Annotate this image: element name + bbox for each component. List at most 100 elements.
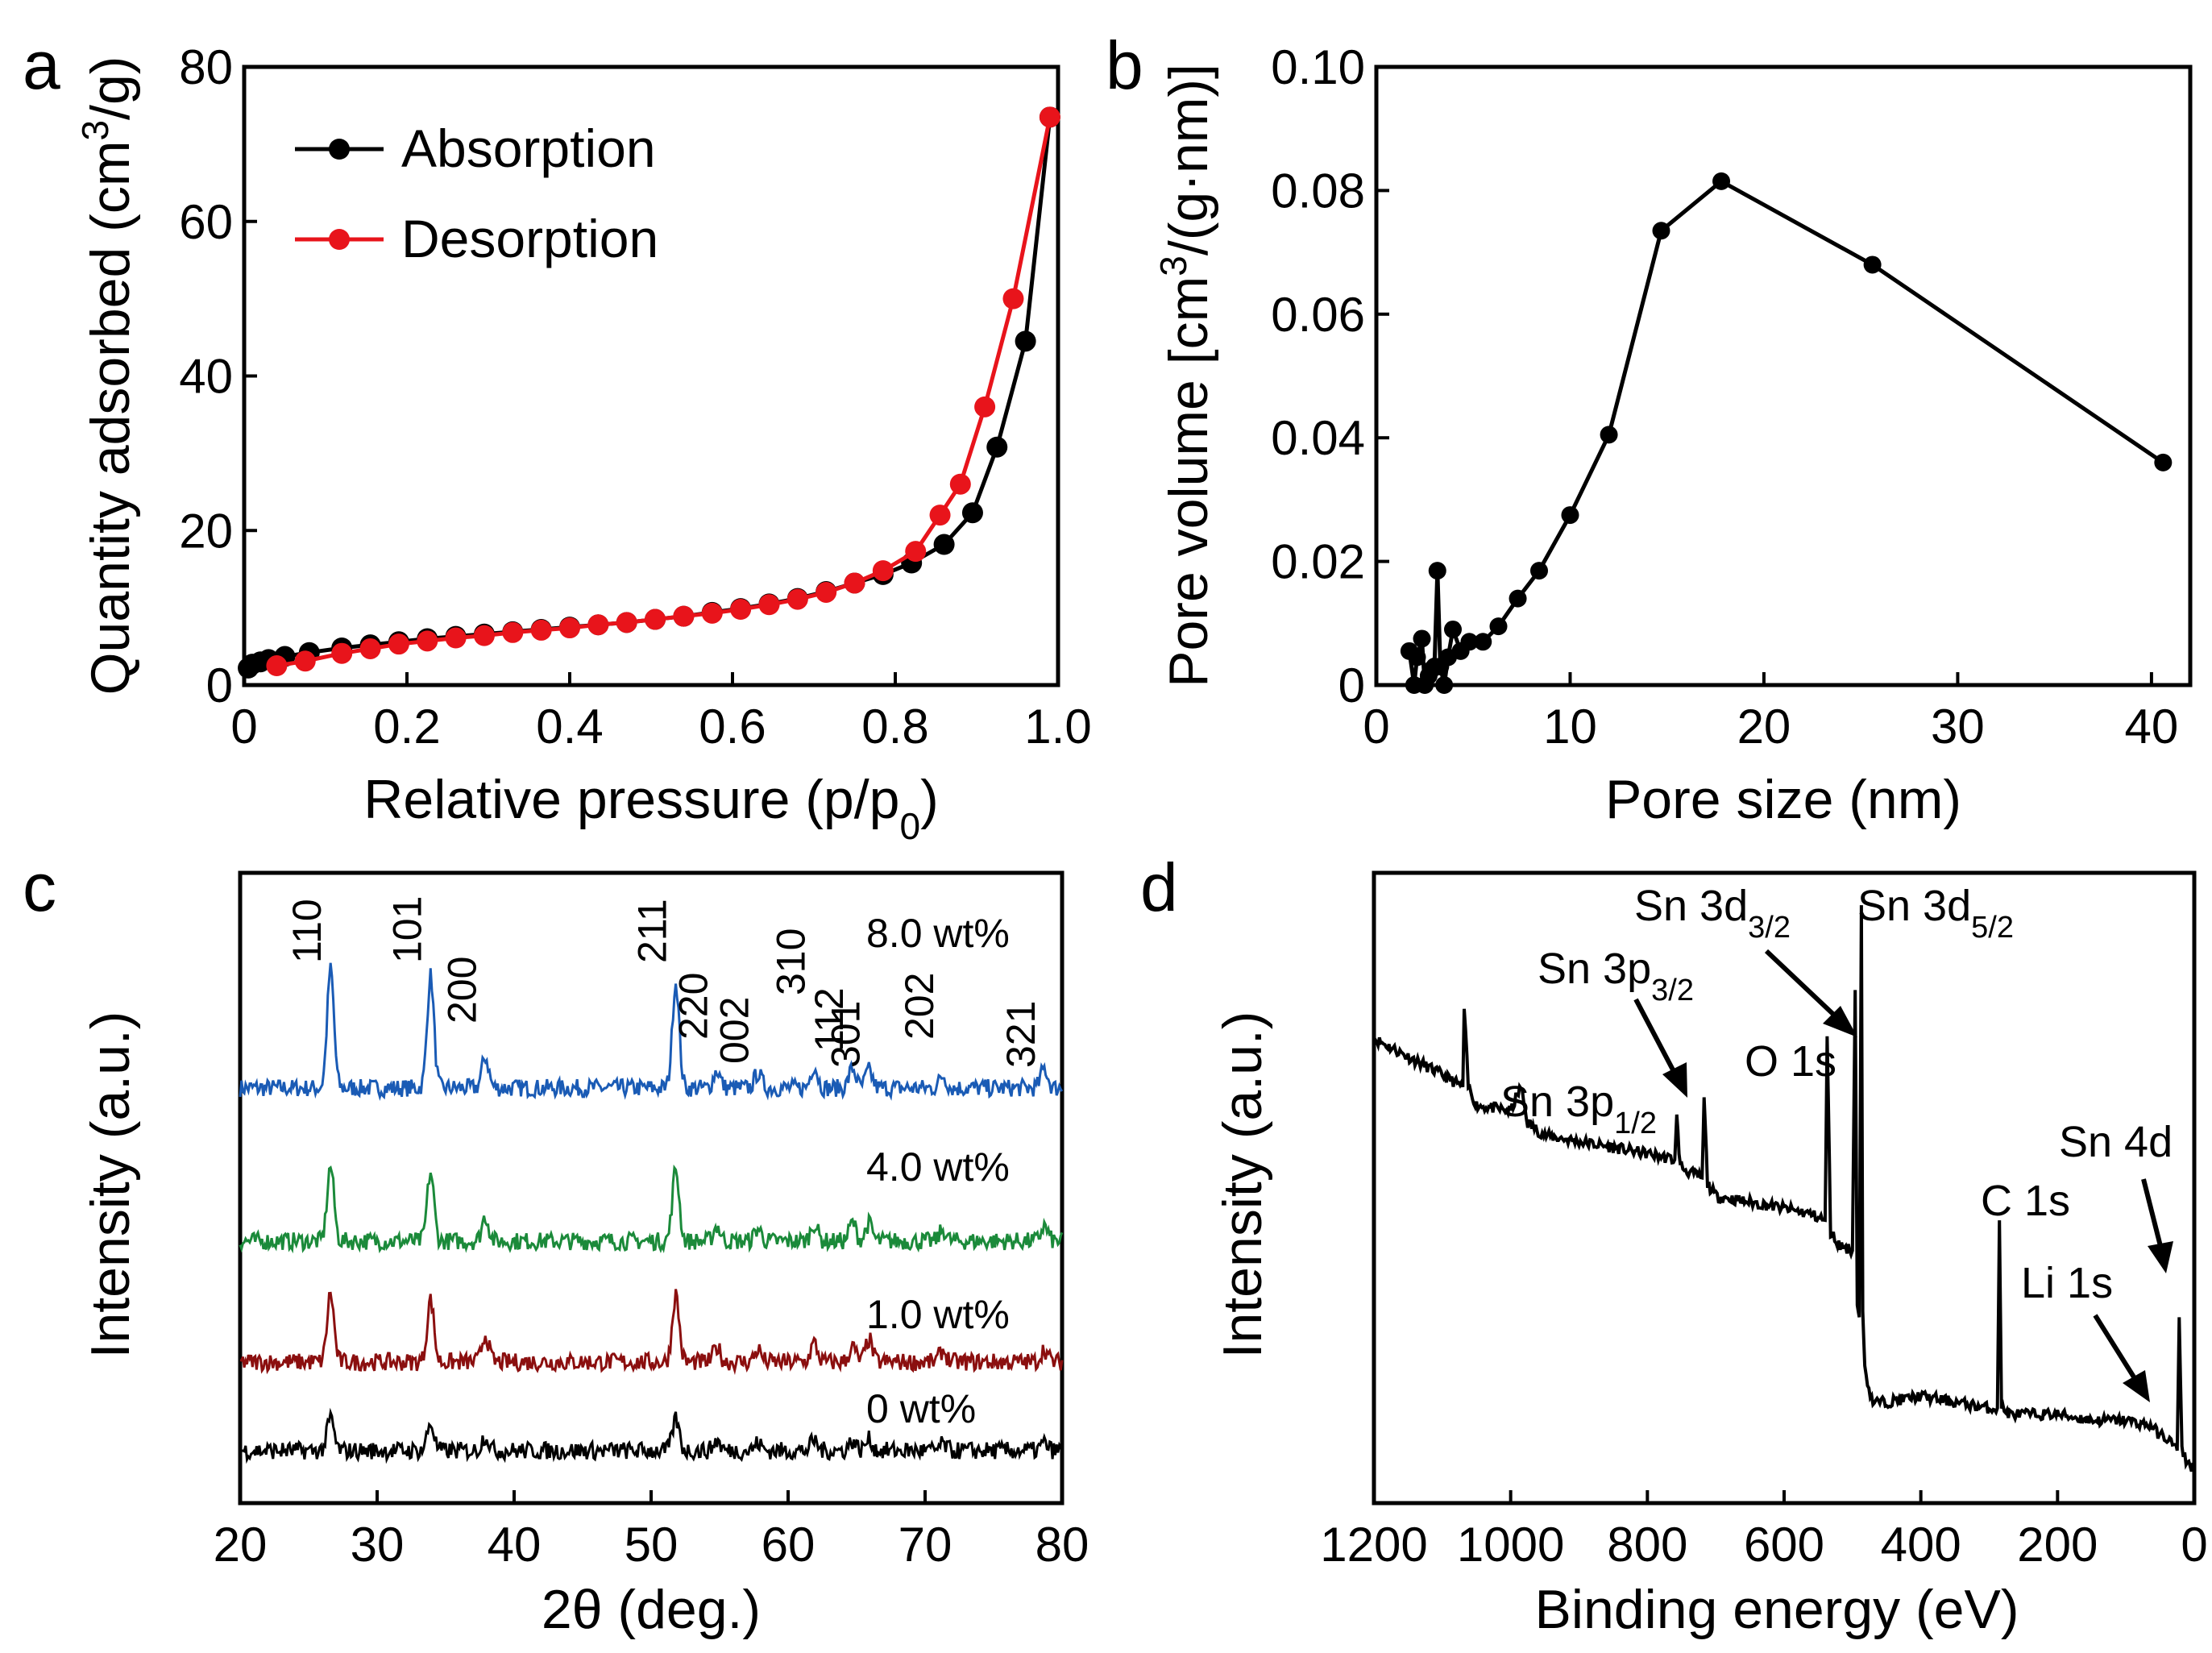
panel-c-x-tick-label: 80 xyxy=(1035,1518,1089,1572)
panel-b-ticks: 0 10 20 30 40 0 0.02 0.04 0.06 0.08 0.10 xyxy=(1271,40,2178,754)
peak-label: 110 xyxy=(284,899,330,963)
pore-volume-series-point xyxy=(1408,648,1426,667)
xrd-series-label: 8.0 wt% xyxy=(866,911,1010,956)
peak-label: 112 xyxy=(807,987,852,1052)
panel-a-x-tick-label: 0 xyxy=(230,700,257,754)
desorption-series-point xyxy=(388,633,409,655)
pore-volume-series-line xyxy=(1407,179,2164,687)
absorption-series-line xyxy=(247,117,1052,670)
panel-d-series xyxy=(1372,905,2196,1472)
panel-d-x-tick-label: 0 xyxy=(2181,1518,2207,1572)
peak-label: 211 xyxy=(630,899,675,963)
xrd-series-label: 1.0 wt% xyxy=(866,1292,1010,1337)
panel-b-y-axis-label: Pore volume [cm3/(g·nm)] xyxy=(1152,64,1219,687)
desorption-series-line xyxy=(276,116,1052,668)
arrow-sn3d32-line xyxy=(1764,949,1841,1022)
peak-label: 301 xyxy=(823,1001,868,1068)
panel-d-x-tick-label: 400 xyxy=(1881,1518,1961,1572)
panel-d-x-tick-label: 600 xyxy=(1744,1518,1824,1572)
panel-c-x-tick-label: 40 xyxy=(488,1518,542,1572)
desorption-series-point xyxy=(294,650,316,672)
panel-c-x-tick-label: 70 xyxy=(898,1518,952,1572)
panel-d-x-tick-label: 200 xyxy=(2017,1518,2098,1572)
absorption-series-point xyxy=(986,436,1008,458)
peak-label: 220 xyxy=(671,973,716,1040)
annotation-li1s: Li 1s xyxy=(2021,1259,2113,1307)
desorption-series-point xyxy=(645,608,666,630)
panel-c-x-axis-label: 2θ (deg.) xyxy=(542,1579,761,1640)
pore-volume-series-point xyxy=(1561,506,1579,525)
arrow-li1s-line xyxy=(2093,1314,2139,1384)
pore-volume-series-point xyxy=(1443,620,1462,638)
xrd-trace-1 xyxy=(239,1164,1064,1254)
desorption-series-point xyxy=(905,541,927,563)
desorption-series-point xyxy=(445,627,467,649)
panel-b-pore-distribution-chart: 0 10 20 30 40 0 0.02 0.04 0.06 0.08 0.10 Pore size… xyxy=(1152,40,2193,830)
peak-label: 200 xyxy=(439,957,484,1024)
annotation-sn3d52: Sn 3d5/2 xyxy=(1857,882,2014,945)
panel-b-x-tick-label: 40 xyxy=(2125,700,2179,754)
desorption-series-point xyxy=(266,655,288,677)
pore-volume-series-point xyxy=(1863,255,1882,274)
peak-label: 321 xyxy=(998,1001,1044,1068)
peak-label: 202 xyxy=(897,973,942,1040)
pore-volume-series-point xyxy=(1600,426,1618,444)
panel-a-y-tick-label: 20 xyxy=(179,504,233,558)
desorption-series-point xyxy=(417,630,438,652)
xrd-trace-2 xyxy=(239,1289,1064,1376)
panel-b-x-tick-label: 10 xyxy=(1543,700,1597,754)
annotation-sn4d: Sn 4d xyxy=(2059,1118,2173,1166)
legend-desorption-label: Desorption xyxy=(401,209,658,268)
panel-a-x-axis-label: Relative pressure (p/p0) xyxy=(363,769,938,847)
panel-c-y-axis-label: Intensity (a.u.) xyxy=(80,1011,141,1359)
desorption-series-point xyxy=(530,619,552,641)
pore-volume-series-point xyxy=(1509,589,1527,608)
panel-a-y-tick-label: 0 xyxy=(206,658,233,712)
panel-a-y-axis-label: Quantity adsorbed (cm3/g) xyxy=(74,56,141,696)
panel-b-y-tick-label: 0 xyxy=(1338,658,1365,712)
peak-label: 101 xyxy=(384,896,430,963)
pore-volume-series-point xyxy=(1489,617,1508,636)
desorption-series-point xyxy=(730,599,752,621)
panel-b-x-tick-label: 0 xyxy=(1363,700,1389,754)
panel-a-y-tick-label: 40 xyxy=(179,350,233,404)
arrow-sn3p32-head xyxy=(1662,1062,1687,1098)
panel-a-ticks: 0 0.2 0.4 0.6 0.8 1.0 0 20 40 60 80 xyxy=(179,40,1091,754)
panel-a-isotherm-chart: 0 0.2 0.4 0.6 0.8 1.0 0 20 40 60 80 Absorption Des… xyxy=(74,40,1092,847)
panel-a-series xyxy=(238,106,1060,679)
arrow-sn3d32-head xyxy=(1823,1006,1857,1037)
panel-b-plot-frame xyxy=(1374,64,2193,687)
pore-volume-series-point xyxy=(1460,633,1479,651)
panel-c-x-tick-label: 20 xyxy=(214,1518,268,1572)
panel-c-x-tick-label: 50 xyxy=(625,1518,679,1572)
panel-a-y-tick-label: 60 xyxy=(179,195,233,249)
panel-d-x-tick-label: 1200 xyxy=(1320,1518,1427,1572)
pore-volume-series-point xyxy=(1474,633,1492,651)
pore-volume-series-point xyxy=(1428,562,1446,580)
panel-b-y-tick-label: 0.04 xyxy=(1271,411,1365,465)
panel-a-x-tick-label: 0.2 xyxy=(373,700,440,754)
arrow-sn3p32-line xyxy=(1633,998,1679,1078)
panel-a-x-tick-label: 0.6 xyxy=(699,700,766,754)
desorption-series-point xyxy=(359,638,381,659)
desorption-series-point xyxy=(559,617,580,639)
desorption-series-point xyxy=(815,581,837,603)
panel-a-x-tick-label: 0.8 xyxy=(861,700,928,754)
arrow-sn4d-line xyxy=(2141,1178,2164,1250)
desorption-series-point xyxy=(1039,106,1060,128)
panel-c-xrd-chart: 20 30 40 50 60 70 80 8.0 wt% 4.0 wt% 1.0 wt% 0 wt… xyxy=(80,870,1089,1640)
desorption-series-point xyxy=(1002,288,1024,309)
desorption-series-point xyxy=(949,473,971,495)
panel-b-x-tick-label: 20 xyxy=(1737,700,1791,754)
desorption-series-point xyxy=(701,602,723,624)
panel-letter-b: b xyxy=(1106,27,1143,103)
panel-a-x-tick-label: 0.4 xyxy=(536,700,603,754)
xrd-trace-0 xyxy=(239,962,1064,1101)
panel-c-x-tick-label: 60 xyxy=(762,1518,815,1572)
annotation-sn3d32: Sn 3d3/2 xyxy=(1634,882,1791,945)
pore-volume-series-point xyxy=(1652,222,1670,240)
desorption-series-point xyxy=(974,396,996,417)
desorption-series-point xyxy=(758,594,780,616)
pore-volume-series-point xyxy=(1530,562,1548,580)
